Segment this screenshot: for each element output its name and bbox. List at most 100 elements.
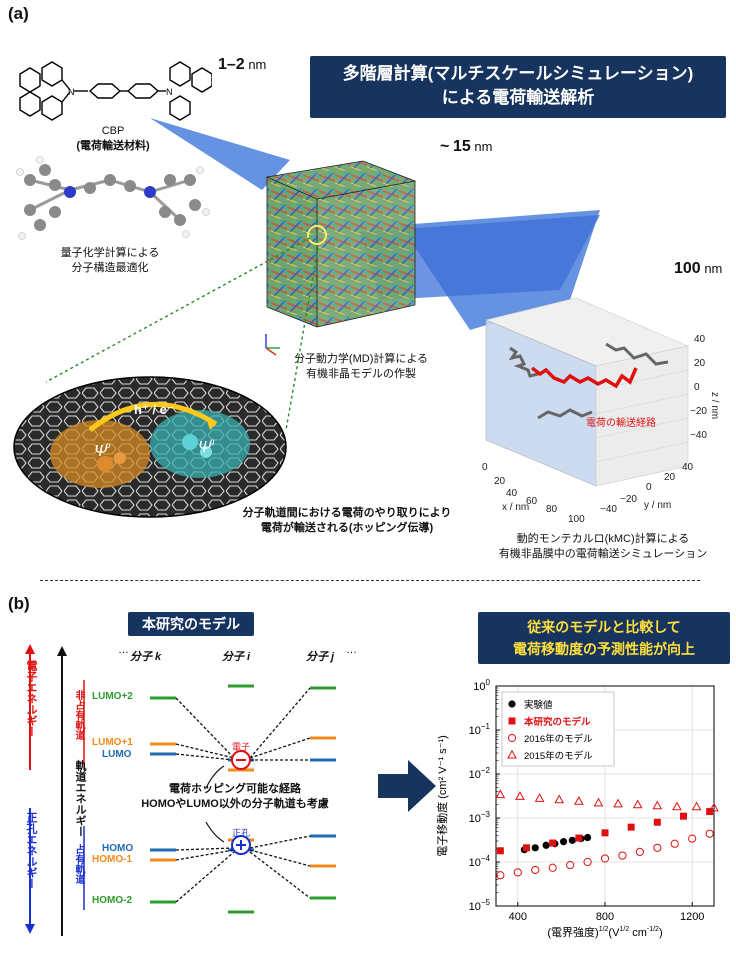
dots-right: … [346, 644, 357, 656]
svg-text:80: 80 [546, 504, 558, 515]
hopping-paths-line-2: HOMOやLUMO以外の分子軌道も考慮 [141, 798, 329, 810]
homo1-label: HOMO-1 [92, 854, 132, 865]
scale-mid-prefix: ~ [440, 138, 450, 155]
multiscale-banner: 多階層計算(マルチスケールシミュレーション) による電荷輸送解析 [310, 56, 726, 118]
data-point-series-3 [632, 799, 643, 809]
hole-energy-label: 正孔エネルギー [25, 812, 37, 889]
chart-x-axis-label: (電界強度)1/2(V1/2 cm-1/2) [547, 925, 662, 939]
lumo2-label: LUMO+2 [92, 691, 133, 702]
lumo1-label: LUMO+1 [92, 737, 133, 748]
md-caption-2: 有機非晶モデルの作製 [306, 368, 416, 380]
y-tick-label: 10−2 [469, 766, 491, 781]
data-point-series-2 [496, 871, 505, 880]
data-point-series-3 [613, 798, 623, 808]
data-point-series-2 [548, 863, 557, 872]
occupied-label: 占有軌道 [73, 844, 84, 884]
data-point-series-3 [495, 789, 506, 799]
path-label: 電荷の輸送経路 [586, 416, 656, 429]
data-point-series-1 [549, 839, 557, 847]
data-point-series-0 [531, 844, 539, 852]
compare-banner: 従来のモデルと比較して 電荷移動度の予測性能が向上 [478, 612, 730, 664]
model-title-banner: 本研究のモデル [128, 612, 254, 636]
data-point-series-1 [496, 847, 504, 855]
svg-text:−40: −40 [600, 504, 617, 515]
legend-marker [508, 717, 516, 725]
legend-box [501, 691, 615, 767]
scale-large-unit: nm [704, 261, 723, 276]
scale-mid-unit: nm [474, 139, 493, 154]
ball-stick-model-image [16, 156, 210, 240]
lumo-label: LUMO [102, 749, 132, 760]
psi-q-label: Ψ [198, 439, 212, 456]
y-tick-label: 10−4 [469, 854, 491, 869]
y-tick-label: 10−5 [469, 898, 491, 913]
svg-text:40: 40 [506, 488, 518, 499]
electron-label: 電子 [232, 742, 251, 752]
cbp-name: CBP [101, 125, 125, 137]
legend-marker [507, 733, 517, 743]
electron-energy-label: 電子エネルギー [25, 660, 37, 737]
data-point-series-2 [688, 834, 697, 843]
svg-text:q: q [210, 437, 215, 446]
banner-line-2: による電荷輸送解析 [441, 88, 595, 107]
energy-level-diagram [25, 644, 336, 936]
data-point-series-1 [627, 823, 635, 831]
data-point-series-0 [583, 833, 592, 842]
svg-text:40: 40 [694, 334, 706, 345]
projection-wedges [150, 118, 600, 330]
data-point-series-1 [653, 818, 661, 826]
mol-j-label: 分子 j [306, 651, 335, 663]
panel-a-label: (a) [8, 4, 29, 23]
scale-small-num: 1–2 [218, 56, 245, 73]
legend-label: 実験値 [524, 699, 553, 711]
cbp-label: CBP (電荷輸送材料) [58, 124, 168, 154]
svg-text:N: N [68, 87, 75, 97]
kmc-caption-2: 有機非晶膜中の電荷輸送シミュレーション [498, 548, 708, 560]
axes-triad-icon [265, 334, 280, 356]
svg-text:0: 0 [646, 482, 652, 493]
data-point-series-3 [554, 794, 565, 804]
data-point-series-2 [531, 865, 540, 875]
compare-line-2: 電荷移動度の予測性能が向上 [513, 641, 695, 657]
svg-text:20: 20 [494, 476, 506, 487]
orbital-caption-2: 電荷が輸送される(ホッピング伝導) [260, 522, 434, 534]
homo-label: HOMO [102, 843, 134, 854]
data-point-series-1 [575, 834, 583, 842]
data-point-series-2 [513, 868, 522, 877]
x-axis-label: x / nm [502, 502, 529, 513]
hopping-label: h⁺ / e⁻ [134, 402, 174, 417]
section-divider [40, 580, 700, 581]
data-point-series-3 [593, 797, 604, 807]
data-point-series-3 [573, 796, 584, 805]
scale-mid-num: 15 [452, 138, 471, 155]
hopping-paths-caption: 電荷ホッピング可能な経路 HOMOやLUMO以外の分子軌道も考慮 [110, 782, 360, 812]
data-point-series-2 [635, 847, 644, 856]
svg-text:0: 0 [482, 462, 488, 473]
svg-text:−20: −20 [620, 494, 637, 505]
svg-text:p: p [105, 441, 111, 450]
legend-label: 本研究のモデル [524, 716, 591, 728]
zoom-dotted-lines [45, 237, 319, 431]
y-tick-label: 100 [473, 678, 490, 693]
banner-line-1: 多階層計算(マルチスケールシミュレーション) [342, 64, 694, 83]
scale-small: 1–2 nm [218, 56, 266, 74]
chart-y-axis-label: 電子移動度 (cm² V⁻¹ s⁻¹) [435, 735, 449, 857]
orbital-caption: 分子軌道間における電荷のやり取りにより 電荷が輸送される(ホッピング伝導) [212, 506, 482, 536]
x-tick-label: 800 [596, 911, 614, 923]
svg-text:40: 40 [682, 462, 694, 473]
svg-text:N: N [166, 87, 173, 97]
chart-marks [495, 789, 719, 880]
data-point-series-3 [709, 802, 719, 812]
svg-text:20: 20 [694, 358, 706, 369]
x-tick-label: 400 [509, 911, 527, 923]
kmc-caption-1: 動的モンテカルロ(kMC)計算による [516, 533, 690, 545]
svg-text:−40: −40 [690, 430, 707, 441]
unoccupied-label: 非占有軌道 [73, 690, 84, 740]
scale-mid: ~ 15 nm [440, 138, 492, 156]
mobility-chart: 400 800 1200 100 10−1 10−2 10−3 10−4 10−5 実験値本研究… [435, 678, 719, 939]
scale-large-num: 100 [674, 260, 701, 277]
md-caption: 分子動力学(MD)計算による 有機非晶モデルの作製 [286, 352, 436, 382]
dots-left: … [118, 644, 129, 656]
